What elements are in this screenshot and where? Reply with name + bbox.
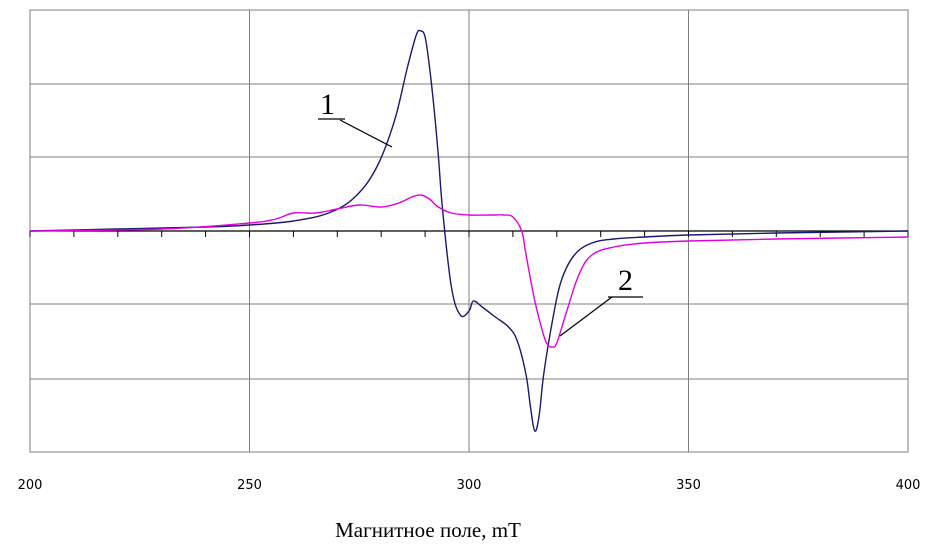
series-line-2	[29, 194, 909, 348]
annotation-leader-1-pointer	[339, 119, 393, 148]
series-line-1	[29, 29, 909, 432]
x-axis-label: Магнитное поле, mT	[335, 518, 521, 542]
x-tick-label: 350	[676, 478, 701, 493]
annotation-layer: 1 2	[318, 88, 643, 337]
axis-minor-ticks	[29, 231, 909, 237]
x-tick-label: 400	[896, 478, 921, 493]
annotation-label-1: 1	[320, 88, 335, 121]
x-tick-label: 200	[18, 478, 43, 493]
series-layer	[29, 29, 909, 432]
x-tick-labels: 200 250 300 350 400	[18, 478, 921, 493]
annotation-leader-2-pointer	[559, 296, 613, 337]
x-tick-label: 300	[457, 478, 482, 493]
x-tick-label: 250	[237, 478, 262, 493]
annotation-label-2: 2	[618, 264, 633, 297]
